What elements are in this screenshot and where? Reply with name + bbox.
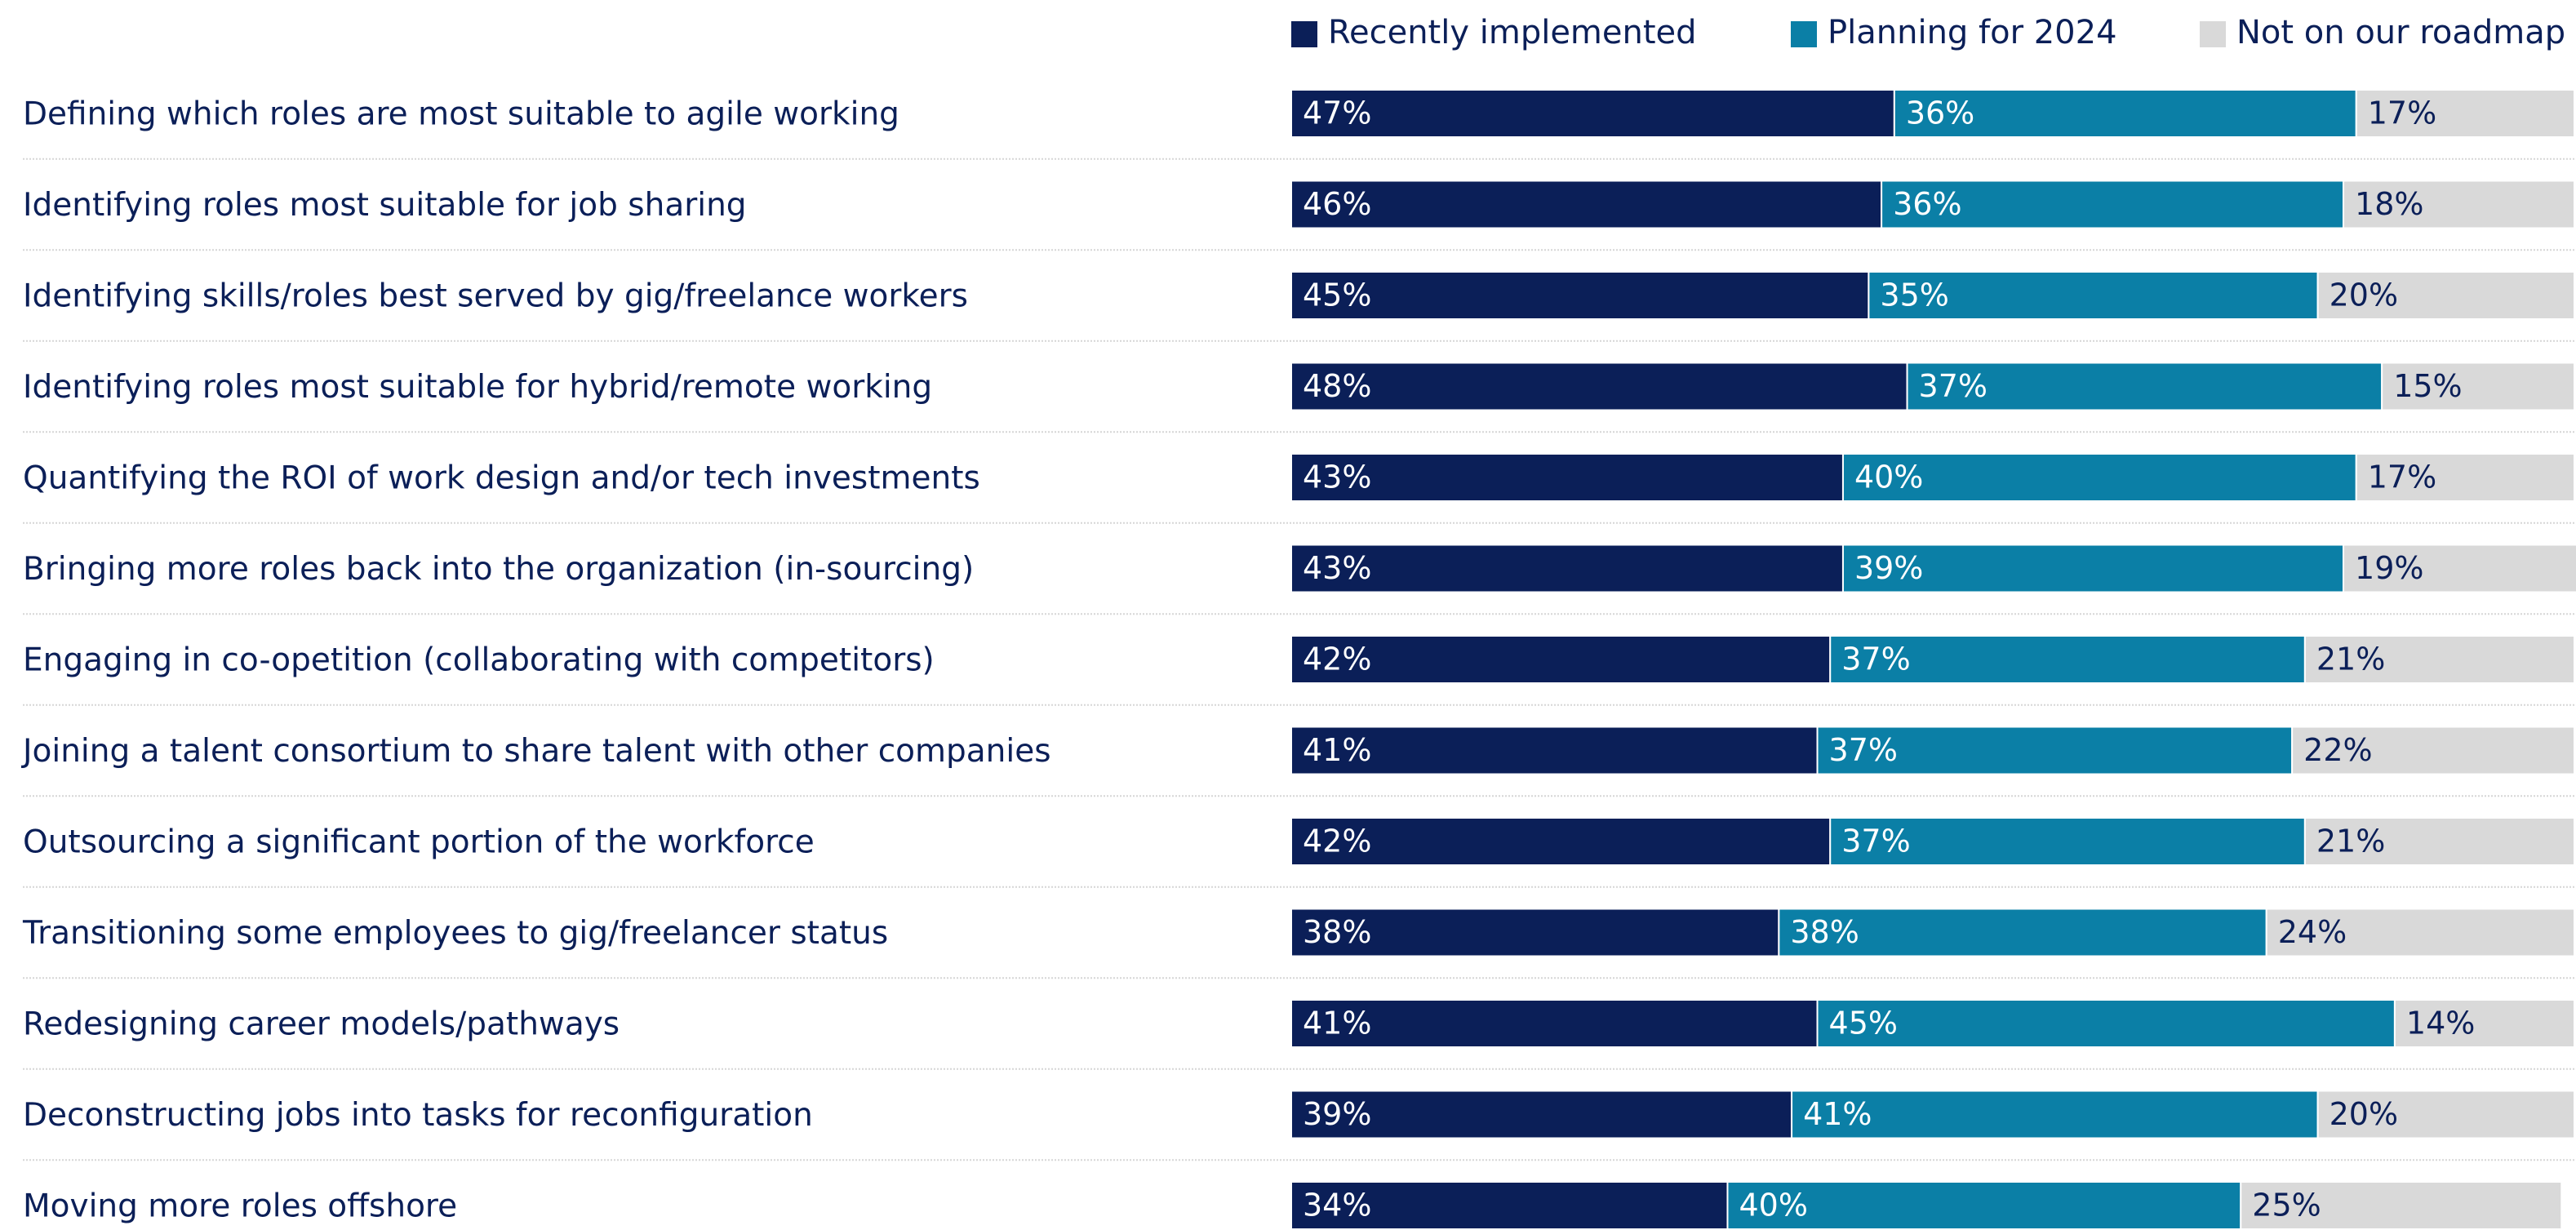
value-label: 42%	[1303, 642, 1371, 677]
value-label: 21%	[2316, 642, 2385, 677]
value-label: 45%	[1303, 278, 1371, 313]
value-label: 24%	[2278, 914, 2347, 950]
bar-segment	[1290, 453, 1844, 502]
bar-segment	[2393, 999, 2575, 1048]
value-label: 37%	[1841, 642, 1910, 677]
value-label: 39%	[1303, 1096, 1371, 1132]
bar-segment	[1841, 453, 2357, 502]
category-label: Identifying roles most suitable for hybr…	[23, 369, 932, 406]
legend-swatch	[1291, 21, 1317, 47]
bar-segment	[2303, 817, 2575, 866]
bar-segment	[1290, 1090, 1793, 1139]
value-label: 25%	[2252, 1188, 2321, 1223]
bar-segment	[1290, 362, 1908, 411]
bar-segment	[1290, 908, 1780, 957]
value-label: 41%	[1303, 1006, 1371, 1041]
value-label: 22%	[2303, 732, 2372, 768]
bar-segment	[1290, 544, 1844, 593]
bar-segment	[1816, 999, 2396, 1048]
value-label: 14%	[2406, 1006, 2475, 1041]
bar-segment	[2240, 1181, 2563, 1230]
bar-segment	[1290, 817, 1832, 866]
value-label: 15%	[2393, 368, 2462, 404]
bar-segment	[1893, 89, 2357, 138]
category-label: Transitioning some employees to gig/free…	[22, 915, 888, 952]
value-label: 36%	[1906, 95, 1974, 131]
bar-segment	[2355, 453, 2575, 502]
legend-swatch	[1791, 21, 1817, 47]
bar-segment	[1906, 362, 2383, 411]
bar-segment	[1290, 89, 1895, 138]
bar-segment	[1829, 635, 2306, 684]
legend-label: Planning for 2024	[1828, 14, 2117, 51]
category-label: Outsourcing a significant portion of the…	[23, 824, 815, 861]
category-label: Identifying skills/roles best served by …	[23, 278, 968, 315]
category-label: Identifying roles most suitable for job …	[23, 187, 747, 224]
value-label: 18%	[2355, 186, 2423, 222]
bar-segment	[2316, 1090, 2576, 1139]
bar-segment	[2381, 362, 2575, 411]
bar-segment	[2291, 726, 2575, 775]
value-label: 20%	[2330, 1096, 2398, 1132]
category-label: Engaging in co-opetition (collaborating …	[23, 642, 935, 679]
value-label: 43%	[1303, 460, 1371, 495]
bar-segment	[2303, 635, 2575, 684]
bar-segment	[1290, 271, 1870, 320]
bar-segment	[1778, 908, 2267, 957]
bar-segment	[1290, 726, 1819, 775]
value-label: 46%	[1303, 186, 1371, 222]
bar-segment	[1829, 817, 2306, 866]
value-label: 40%	[1739, 1188, 1807, 1223]
value-label: 37%	[1829, 732, 1898, 768]
value-label: 48%	[1303, 368, 1371, 404]
value-label: 35%	[1880, 278, 1948, 313]
value-label: 19%	[2355, 550, 2423, 586]
value-label: 40%	[1854, 460, 1923, 495]
bar-segment	[2343, 544, 2576, 593]
bar-segment	[1290, 1181, 1729, 1230]
bar-segment	[1290, 635, 1832, 684]
value-label: 39%	[1854, 550, 1923, 586]
value-label: 36%	[1893, 186, 1961, 222]
category-label: Quantifying the ROI of work design and/o…	[23, 460, 980, 497]
category-label: Moving more roles offshore	[23, 1188, 457, 1225]
bar-segment	[2316, 271, 2576, 320]
legend-label: Recently implemented	[1328, 14, 1697, 51]
bar-segment	[1290, 180, 1883, 229]
category-label: Bringing more roles back into the organi…	[23, 551, 974, 588]
bar-segment	[1816, 726, 2294, 775]
category-label: Defining which roles are most suitable t…	[23, 96, 899, 133]
value-label: 43%	[1303, 550, 1371, 586]
value-label: 41%	[1303, 732, 1371, 768]
category-label: Redesigning career models/pathways	[23, 1006, 620, 1043]
value-label: 37%	[1919, 368, 1988, 404]
bar-segment	[2355, 89, 2575, 138]
value-label: 38%	[1303, 914, 1371, 950]
bar-segment	[1841, 544, 2345, 593]
value-label: 45%	[1829, 1006, 1898, 1041]
value-label: 17%	[2368, 95, 2436, 131]
value-label: 42%	[1303, 824, 1371, 859]
value-label: 17%	[2368, 460, 2436, 495]
bar-segment	[1290, 999, 1819, 1048]
bar-segment	[2343, 180, 2576, 229]
legend-swatch	[2200, 21, 2226, 47]
value-label: 21%	[2316, 824, 2385, 859]
value-label: 34%	[1303, 1188, 1371, 1223]
category-label: Joining a talent consortium to share tal…	[20, 733, 1051, 770]
category-label: Deconstructing jobs into tasks for recon…	[23, 1097, 813, 1134]
value-label: 38%	[1790, 914, 1859, 950]
value-label: 37%	[1841, 824, 1910, 859]
value-label: 41%	[1803, 1096, 1872, 1132]
legend-label: Not on our roadmap	[2236, 14, 2565, 51]
value-label: 47%	[1303, 95, 1371, 131]
value-label: 20%	[2330, 278, 2398, 313]
bar-segment	[2265, 908, 2575, 957]
